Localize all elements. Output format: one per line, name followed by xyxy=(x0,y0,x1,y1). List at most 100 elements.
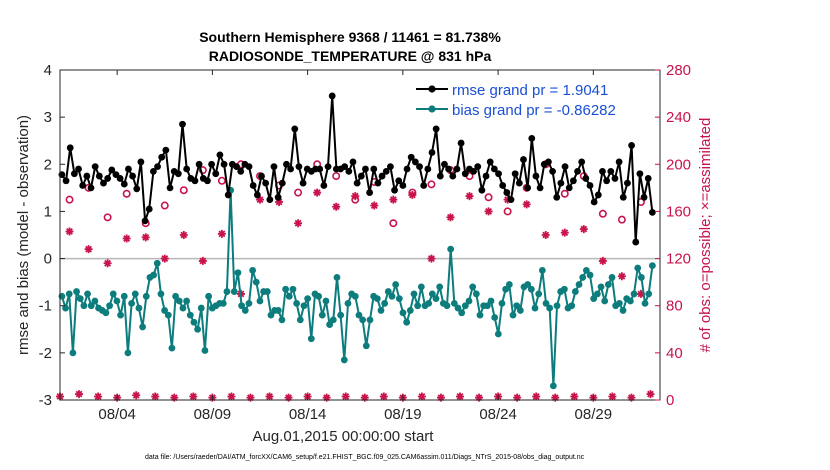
rmse-point xyxy=(349,158,357,166)
rmse-point xyxy=(461,170,469,178)
bias-point xyxy=(351,292,359,300)
possible-obs-marker xyxy=(332,172,341,181)
rmse-point xyxy=(382,167,390,175)
rmse-point xyxy=(387,163,394,171)
bias-point xyxy=(172,292,179,300)
assimilated-obs-marker xyxy=(541,231,550,239)
rmse-point xyxy=(166,184,174,192)
assimilated-obs-marker xyxy=(122,234,131,243)
rmse-point xyxy=(495,170,502,178)
x-axis-ticks: 08/04 08/09 08/14 08/19 08/24 08/29 xyxy=(98,70,612,423)
assimilated-obs-marker xyxy=(570,392,579,401)
bias-point xyxy=(234,269,242,277)
bias-point xyxy=(531,304,539,312)
bias-point xyxy=(428,290,436,298)
bias-point xyxy=(619,307,627,314)
legend-rmse-label: rmse grand pr = 1.9041 xyxy=(452,82,608,99)
y2-tick-label: 120 xyxy=(666,251,691,268)
y-tick-label: 0 xyxy=(44,251,52,268)
bias-point xyxy=(648,262,656,270)
assimilated-obs-marker xyxy=(484,207,493,216)
y2-tick-label: 80 xyxy=(666,298,683,315)
bias-point xyxy=(630,290,638,298)
rmse-point xyxy=(395,177,403,185)
rmse-point xyxy=(569,177,577,185)
bias-point xyxy=(73,288,80,295)
assimilated-obs-marker xyxy=(532,392,541,401)
bias-point xyxy=(117,311,124,319)
assimilated-obs-marker xyxy=(475,393,484,402)
bias-point xyxy=(450,299,458,307)
rmse-point xyxy=(511,170,519,178)
bias-point xyxy=(373,295,381,303)
assimilated-obs-marker xyxy=(522,200,531,209)
assimilated-obs-marker xyxy=(227,392,236,401)
assimilated-obs-marker xyxy=(65,227,74,236)
rmse-point xyxy=(520,156,527,163)
bias-point xyxy=(461,302,469,310)
bias-point xyxy=(516,307,524,314)
rmse-point xyxy=(204,177,211,185)
bias-point xyxy=(256,297,264,305)
assimilated-obs-marker xyxy=(94,392,103,401)
rmse-point xyxy=(594,191,602,199)
bias-point xyxy=(476,311,484,319)
assimilated-obs-marker xyxy=(560,228,569,237)
rmse-point xyxy=(590,198,598,206)
rmse-point xyxy=(125,165,132,173)
rmse-point xyxy=(607,167,615,175)
bias-point xyxy=(267,311,275,319)
rmse-point xyxy=(478,186,486,194)
bias-line xyxy=(60,189,654,387)
bias-point xyxy=(432,295,440,303)
rmse-point xyxy=(295,163,303,171)
rmse-point xyxy=(149,167,157,175)
rmse-point xyxy=(424,165,432,173)
rmse-point xyxy=(503,189,511,196)
bias-point xyxy=(483,302,491,310)
rmse-point xyxy=(158,153,166,161)
bias-point xyxy=(168,344,176,352)
bias-point xyxy=(337,311,345,319)
rmse-point xyxy=(324,163,332,171)
bias-point xyxy=(553,302,561,310)
assimilated-obs-marker xyxy=(456,392,464,401)
rmse-point xyxy=(445,165,453,173)
bias-point xyxy=(278,316,286,324)
bias-point xyxy=(157,290,165,298)
bias-point xyxy=(494,330,502,338)
assimilated-obs-marker xyxy=(370,201,379,210)
assimilated-obs-marker xyxy=(132,391,141,400)
possible-obs-marker xyxy=(160,201,169,210)
assimilated-obs-marker xyxy=(446,213,455,222)
rmse-point xyxy=(145,205,153,213)
assimilated-obs-marker xyxy=(189,392,198,401)
rmse-point xyxy=(474,163,482,171)
rmse-point xyxy=(266,196,274,204)
rmse-point xyxy=(586,182,594,189)
assimilated-obs-marker xyxy=(598,256,607,265)
bias-point xyxy=(293,299,301,307)
rmse-point xyxy=(536,184,544,192)
rmse-point xyxy=(237,167,245,175)
y2-tick-label: 240 xyxy=(666,109,691,126)
bias-point xyxy=(318,311,326,319)
bias-point xyxy=(307,335,315,343)
assimilated-obs-marker xyxy=(627,393,636,402)
assimilated-obs-marker xyxy=(579,225,588,234)
rmse-point xyxy=(345,167,353,175)
bias-point xyxy=(91,297,99,305)
bias-point xyxy=(604,281,612,288)
bias-point xyxy=(509,311,517,319)
bias-point xyxy=(458,309,466,317)
bias-point xyxy=(219,299,227,307)
bias-point xyxy=(535,290,543,298)
data-file-footnote: data file: /Users/raeder/DAI/ATM_forcXX/… xyxy=(145,454,585,461)
bias-point xyxy=(205,292,213,300)
bias-point xyxy=(597,283,605,291)
rmse-point xyxy=(507,196,515,204)
rmse-point xyxy=(553,193,561,201)
bias-point xyxy=(329,316,337,324)
assimilated-obs-marker xyxy=(246,393,255,402)
